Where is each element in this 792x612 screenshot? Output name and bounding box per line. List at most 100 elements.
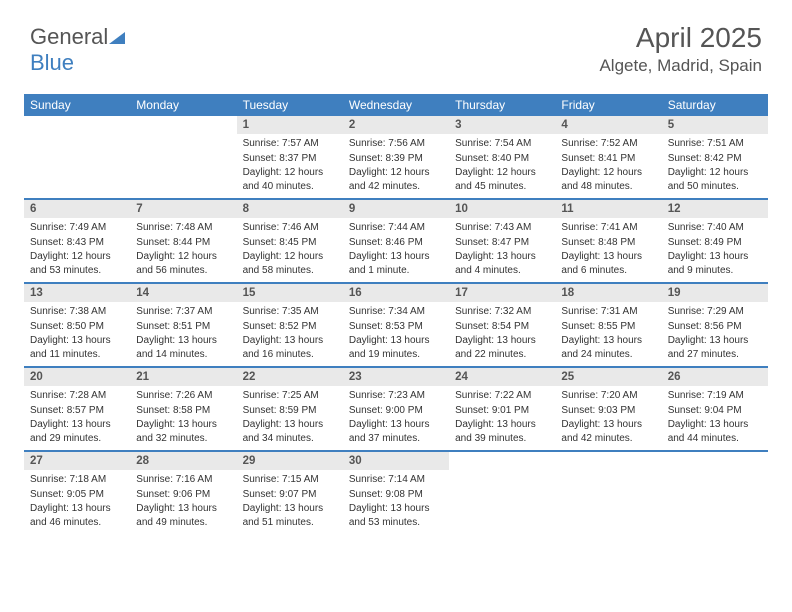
day-cell: 20Sunrise: 7:28 AMSunset: 8:57 PMDayligh… (24, 368, 130, 450)
day-cell: 28Sunrise: 7:16 AMSunset: 9:06 PMDayligh… (130, 452, 236, 534)
day-number: 4 (555, 116, 661, 134)
sunrise-text: Sunrise: 7:26 AM (136, 389, 230, 403)
empty-cell (24, 116, 130, 198)
day-info: Sunrise: 7:16 AMSunset: 9:06 PMDaylight:… (130, 470, 236, 534)
brand-triangle-icon (109, 32, 125, 44)
day-number: 30 (343, 452, 449, 470)
day-cell: 13Sunrise: 7:38 AMSunset: 8:50 PMDayligh… (24, 284, 130, 366)
daylight-text: Daylight: 13 hours and 11 minutes. (30, 334, 124, 361)
sunset-text: Sunset: 8:57 PM (30, 404, 124, 418)
day-number: 14 (130, 284, 236, 302)
week-row: 1Sunrise: 7:57 AMSunset: 8:37 PMDaylight… (24, 116, 768, 200)
daylight-text: Daylight: 13 hours and 37 minutes. (349, 418, 443, 445)
daylight-text: Daylight: 13 hours and 29 minutes. (30, 418, 124, 445)
day-cell: 22Sunrise: 7:25 AMSunset: 8:59 PMDayligh… (237, 368, 343, 450)
sunrise-text: Sunrise: 7:25 AM (243, 389, 337, 403)
sunset-text: Sunset: 9:07 PM (243, 488, 337, 502)
day-info: Sunrise: 7:56 AMSunset: 8:39 PMDaylight:… (343, 134, 449, 198)
day-cell: 3Sunrise: 7:54 AMSunset: 8:40 PMDaylight… (449, 116, 555, 198)
sunset-text: Sunset: 8:37 PM (243, 152, 337, 166)
daylight-text: Daylight: 12 hours and 50 minutes. (668, 166, 762, 193)
day-number: 16 (343, 284, 449, 302)
sunset-text: Sunset: 8:45 PM (243, 236, 337, 250)
day-number: 17 (449, 284, 555, 302)
day-number: 12 (662, 200, 768, 218)
sunset-text: Sunset: 8:47 PM (455, 236, 549, 250)
day-cell: 24Sunrise: 7:22 AMSunset: 9:01 PMDayligh… (449, 368, 555, 450)
day-number: 23 (343, 368, 449, 386)
sunrise-text: Sunrise: 7:40 AM (668, 221, 762, 235)
empty-cell (662, 452, 768, 534)
sunset-text: Sunset: 8:56 PM (668, 320, 762, 334)
day-number: 7 (130, 200, 236, 218)
weekday-wednesday: Wednesday (343, 94, 449, 116)
daylight-text: Daylight: 12 hours and 45 minutes. (455, 166, 549, 193)
day-info: Sunrise: 7:32 AMSunset: 8:54 PMDaylight:… (449, 302, 555, 366)
sunset-text: Sunset: 8:44 PM (136, 236, 230, 250)
day-info: Sunrise: 7:44 AMSunset: 8:46 PMDaylight:… (343, 218, 449, 282)
weekday-sunday: Sunday (24, 94, 130, 116)
sunrise-text: Sunrise: 7:34 AM (349, 305, 443, 319)
sunrise-text: Sunrise: 7:48 AM (136, 221, 230, 235)
day-info: Sunrise: 7:48 AMSunset: 8:44 PMDaylight:… (130, 218, 236, 282)
day-cell: 17Sunrise: 7:32 AMSunset: 8:54 PMDayligh… (449, 284, 555, 366)
location-text: Algete, Madrid, Spain (599, 56, 762, 76)
page-title: April 2025 (636, 22, 762, 54)
daylight-text: Daylight: 13 hours and 24 minutes. (561, 334, 655, 361)
day-number: 10 (449, 200, 555, 218)
day-info: Sunrise: 7:26 AMSunset: 8:58 PMDaylight:… (130, 386, 236, 450)
day-cell: 2Sunrise: 7:56 AMSunset: 8:39 PMDaylight… (343, 116, 449, 198)
daylight-text: Daylight: 12 hours and 56 minutes. (136, 250, 230, 277)
day-info: Sunrise: 7:46 AMSunset: 8:45 PMDaylight:… (237, 218, 343, 282)
daylight-text: Daylight: 12 hours and 42 minutes. (349, 166, 443, 193)
weekday-friday: Friday (555, 94, 661, 116)
day-cell: 30Sunrise: 7:14 AMSunset: 9:08 PMDayligh… (343, 452, 449, 534)
day-info: Sunrise: 7:43 AMSunset: 8:47 PMDaylight:… (449, 218, 555, 282)
daylight-text: Daylight: 13 hours and 6 minutes. (561, 250, 655, 277)
sunrise-text: Sunrise: 7:49 AM (30, 221, 124, 235)
day-number: 29 (237, 452, 343, 470)
sunrise-text: Sunrise: 7:52 AM (561, 137, 655, 151)
day-number: 24 (449, 368, 555, 386)
empty-cell (130, 116, 236, 198)
sunset-text: Sunset: 8:41 PM (561, 152, 655, 166)
weekday-saturday: Saturday (662, 94, 768, 116)
daylight-text: Daylight: 13 hours and 22 minutes. (455, 334, 549, 361)
day-number: 22 (237, 368, 343, 386)
sunrise-text: Sunrise: 7:35 AM (243, 305, 337, 319)
day-number: 26 (662, 368, 768, 386)
day-number: 1 (237, 116, 343, 134)
week-row: 27Sunrise: 7:18 AMSunset: 9:05 PMDayligh… (24, 452, 768, 534)
day-cell: 8Sunrise: 7:46 AMSunset: 8:45 PMDaylight… (237, 200, 343, 282)
sunrise-text: Sunrise: 7:37 AM (136, 305, 230, 319)
day-cell: 27Sunrise: 7:18 AMSunset: 9:05 PMDayligh… (24, 452, 130, 534)
day-number: 18 (555, 284, 661, 302)
day-cell: 7Sunrise: 7:48 AMSunset: 8:44 PMDaylight… (130, 200, 236, 282)
day-number: 19 (662, 284, 768, 302)
sunrise-text: Sunrise: 7:28 AM (30, 389, 124, 403)
daylight-text: Daylight: 13 hours and 1 minute. (349, 250, 443, 277)
day-number: 9 (343, 200, 449, 218)
daylight-text: Daylight: 13 hours and 46 minutes. (30, 502, 124, 529)
week-row: 20Sunrise: 7:28 AMSunset: 8:57 PMDayligh… (24, 368, 768, 452)
daylight-text: Daylight: 13 hours and 51 minutes. (243, 502, 337, 529)
sunset-text: Sunset: 8:50 PM (30, 320, 124, 334)
sunset-text: Sunset: 9:01 PM (455, 404, 549, 418)
sunrise-text: Sunrise: 7:18 AM (30, 473, 124, 487)
day-info: Sunrise: 7:34 AMSunset: 8:53 PMDaylight:… (343, 302, 449, 366)
day-info: Sunrise: 7:51 AMSunset: 8:42 PMDaylight:… (662, 134, 768, 198)
day-info: Sunrise: 7:38 AMSunset: 8:50 PMDaylight:… (24, 302, 130, 366)
day-cell: 6Sunrise: 7:49 AMSunset: 8:43 PMDaylight… (24, 200, 130, 282)
sunset-text: Sunset: 8:39 PM (349, 152, 443, 166)
sunset-text: Sunset: 9:00 PM (349, 404, 443, 418)
day-cell: 9Sunrise: 7:44 AMSunset: 8:46 PMDaylight… (343, 200, 449, 282)
brand-part1: General (30, 24, 108, 49)
sunset-text: Sunset: 8:59 PM (243, 404, 337, 418)
weekday-thursday: Thursday (449, 94, 555, 116)
day-info: Sunrise: 7:22 AMSunset: 9:01 PMDaylight:… (449, 386, 555, 450)
sunset-text: Sunset: 9:05 PM (30, 488, 124, 502)
empty-cell (449, 452, 555, 534)
week-row: 6Sunrise: 7:49 AMSunset: 8:43 PMDaylight… (24, 200, 768, 284)
day-info: Sunrise: 7:37 AMSunset: 8:51 PMDaylight:… (130, 302, 236, 366)
week-row: 13Sunrise: 7:38 AMSunset: 8:50 PMDayligh… (24, 284, 768, 368)
